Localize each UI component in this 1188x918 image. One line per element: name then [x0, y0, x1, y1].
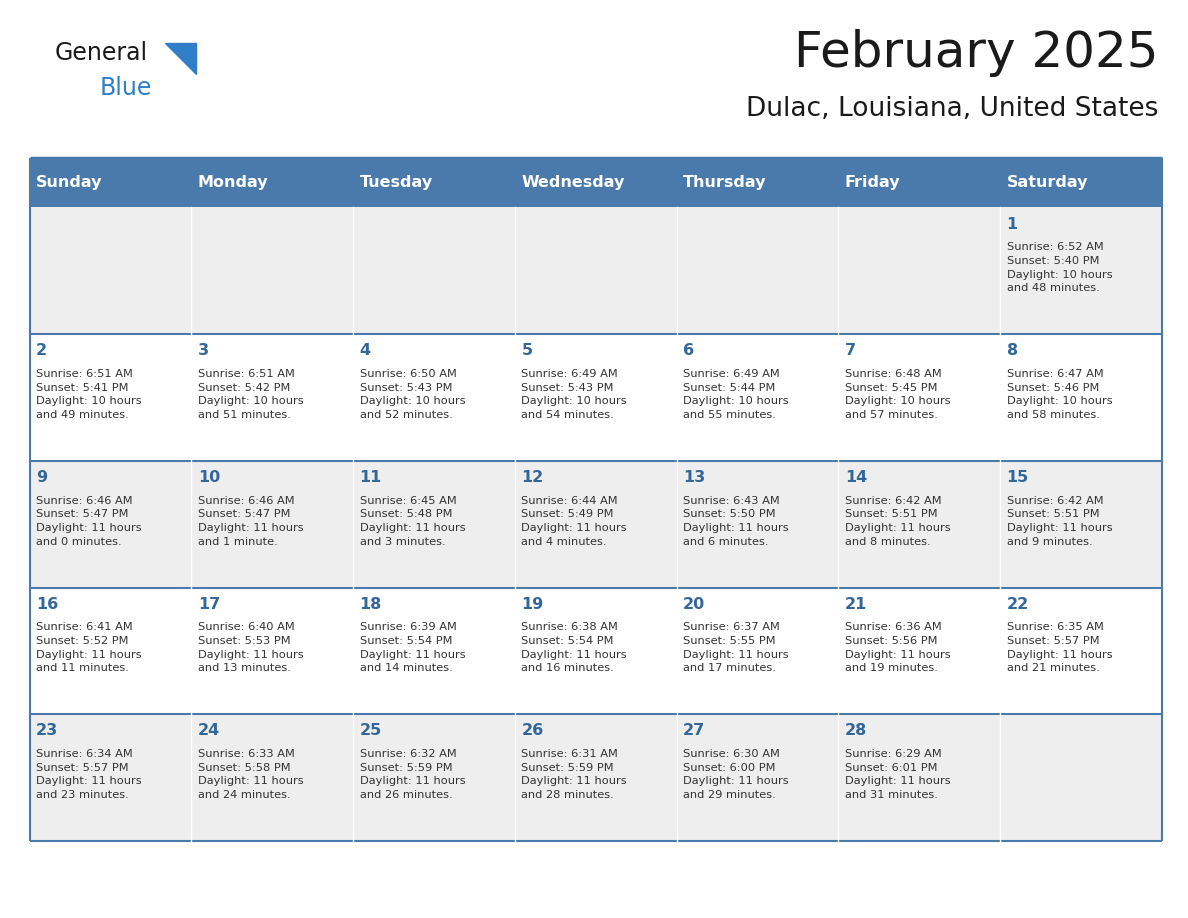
Text: 25: 25 [360, 723, 381, 738]
Text: 8: 8 [1006, 343, 1018, 358]
Text: Sunrise: 6:46 AM
Sunset: 5:47 PM
Daylight: 11 hours
and 1 minute.: Sunrise: 6:46 AM Sunset: 5:47 PM Dayligh… [198, 496, 303, 546]
Text: Sunrise: 6:48 AM
Sunset: 5:45 PM
Daylight: 10 hours
and 57 minutes.: Sunrise: 6:48 AM Sunset: 5:45 PM Dayligh… [845, 369, 950, 420]
Text: 23: 23 [36, 723, 58, 738]
Text: 11: 11 [360, 470, 381, 485]
Bar [30, 334, 1162, 461]
Text: Sunrise: 6:50 AM
Sunset: 5:43 PM
Daylight: 10 hours
and 52 minutes.: Sunrise: 6:50 AM Sunset: 5:43 PM Dayligh… [360, 369, 466, 420]
Text: Sunrise: 6:44 AM
Sunset: 5:49 PM
Daylight: 11 hours
and 4 minutes.: Sunrise: 6:44 AM Sunset: 5:49 PM Dayligh… [522, 496, 627, 546]
Bar [30, 207, 1162, 334]
Text: Sunrise: 6:46 AM
Sunset: 5:47 PM
Daylight: 11 hours
and 0 minutes.: Sunrise: 6:46 AM Sunset: 5:47 PM Dayligh… [36, 496, 141, 546]
Text: February 2025: February 2025 [794, 29, 1158, 77]
Text: Dulac, Louisiana, United States: Dulac, Louisiana, United States [746, 96, 1158, 122]
Text: Sunrise: 6:51 AM
Sunset: 5:42 PM
Daylight: 10 hours
and 51 minutes.: Sunrise: 6:51 AM Sunset: 5:42 PM Dayligh… [198, 369, 303, 420]
Text: Sunrise: 6:43 AM
Sunset: 5:50 PM
Daylight: 11 hours
and 6 minutes.: Sunrise: 6:43 AM Sunset: 5:50 PM Dayligh… [683, 496, 789, 546]
Text: Sunrise: 6:41 AM
Sunset: 5:52 PM
Daylight: 11 hours
and 11 minutes.: Sunrise: 6:41 AM Sunset: 5:52 PM Dayligh… [36, 622, 141, 673]
Text: 27: 27 [683, 723, 706, 738]
Text: 18: 18 [360, 597, 381, 611]
Text: Sunrise: 6:42 AM
Sunset: 5:51 PM
Daylight: 11 hours
and 9 minutes.: Sunrise: 6:42 AM Sunset: 5:51 PM Dayligh… [1006, 496, 1112, 546]
Text: Friday: Friday [845, 175, 901, 190]
Bar [30, 158, 191, 207]
Text: 7: 7 [845, 343, 857, 358]
Text: 24: 24 [198, 723, 220, 738]
Text: Sunrise: 6:45 AM
Sunset: 5:48 PM
Daylight: 11 hours
and 3 minutes.: Sunrise: 6:45 AM Sunset: 5:48 PM Dayligh… [360, 496, 466, 546]
Text: Sunrise: 6:30 AM
Sunset: 6:00 PM
Daylight: 11 hours
and 29 minutes.: Sunrise: 6:30 AM Sunset: 6:00 PM Dayligh… [683, 749, 789, 800]
Text: 5: 5 [522, 343, 532, 358]
Text: 9: 9 [36, 470, 48, 485]
Text: 22: 22 [1006, 597, 1029, 611]
Text: 12: 12 [522, 470, 544, 485]
Text: Sunrise: 6:36 AM
Sunset: 5:56 PM
Daylight: 11 hours
and 19 minutes.: Sunrise: 6:36 AM Sunset: 5:56 PM Dayligh… [845, 622, 950, 673]
Text: 15: 15 [1006, 470, 1029, 485]
Bar [839, 158, 1000, 207]
Text: 6: 6 [683, 343, 694, 358]
Text: 4: 4 [360, 343, 371, 358]
Text: Sunrise: 6:49 AM
Sunset: 5:44 PM
Daylight: 10 hours
and 55 minutes.: Sunrise: 6:49 AM Sunset: 5:44 PM Dayligh… [683, 369, 789, 420]
Bar [1000, 158, 1162, 207]
Text: Blue: Blue [100, 76, 152, 100]
Text: 13: 13 [683, 470, 706, 485]
Text: Sunrise: 6:52 AM
Sunset: 5:40 PM
Daylight: 10 hours
and 48 minutes.: Sunrise: 6:52 AM Sunset: 5:40 PM Dayligh… [1006, 242, 1112, 293]
Text: 14: 14 [845, 470, 867, 485]
Text: Sunrise: 6:32 AM
Sunset: 5:59 PM
Daylight: 11 hours
and 26 minutes.: Sunrise: 6:32 AM Sunset: 5:59 PM Dayligh… [360, 749, 466, 800]
Bar [677, 158, 839, 207]
Text: Sunrise: 6:39 AM
Sunset: 5:54 PM
Daylight: 11 hours
and 14 minutes.: Sunrise: 6:39 AM Sunset: 5:54 PM Dayligh… [360, 622, 466, 673]
Text: Sunrise: 6:34 AM
Sunset: 5:57 PM
Daylight: 11 hours
and 23 minutes.: Sunrise: 6:34 AM Sunset: 5:57 PM Dayligh… [36, 749, 141, 800]
Text: Sunrise: 6:51 AM
Sunset: 5:41 PM
Daylight: 10 hours
and 49 minutes.: Sunrise: 6:51 AM Sunset: 5:41 PM Dayligh… [36, 369, 141, 420]
Text: Sunrise: 6:49 AM
Sunset: 5:43 PM
Daylight: 10 hours
and 54 minutes.: Sunrise: 6:49 AM Sunset: 5:43 PM Dayligh… [522, 369, 627, 420]
Bar [191, 158, 353, 207]
Text: Monday: Monday [198, 175, 268, 190]
Text: 20: 20 [683, 597, 706, 611]
Text: 10: 10 [198, 470, 220, 485]
Text: 19: 19 [522, 597, 544, 611]
Text: Sunrise: 6:33 AM
Sunset: 5:58 PM
Daylight: 11 hours
and 24 minutes.: Sunrise: 6:33 AM Sunset: 5:58 PM Dayligh… [198, 749, 303, 800]
Polygon shape [165, 43, 196, 74]
Text: Tuesday: Tuesday [360, 175, 432, 190]
Text: 1: 1 [1006, 217, 1018, 231]
Text: Sunrise: 6:37 AM
Sunset: 5:55 PM
Daylight: 11 hours
and 17 minutes.: Sunrise: 6:37 AM Sunset: 5:55 PM Dayligh… [683, 622, 789, 673]
Text: Saturday: Saturday [1006, 175, 1088, 190]
Text: Sunrise: 6:29 AM
Sunset: 6:01 PM
Daylight: 11 hours
and 31 minutes.: Sunrise: 6:29 AM Sunset: 6:01 PM Dayligh… [845, 749, 950, 800]
Bar [353, 158, 514, 207]
Text: Sunrise: 6:31 AM
Sunset: 5:59 PM
Daylight: 11 hours
and 28 minutes.: Sunrise: 6:31 AM Sunset: 5:59 PM Dayligh… [522, 749, 627, 800]
Text: Wednesday: Wednesday [522, 175, 625, 190]
Text: Sunrise: 6:35 AM
Sunset: 5:57 PM
Daylight: 11 hours
and 21 minutes.: Sunrise: 6:35 AM Sunset: 5:57 PM Dayligh… [1006, 622, 1112, 673]
Text: Sunrise: 6:47 AM
Sunset: 5:46 PM
Daylight: 10 hours
and 58 minutes.: Sunrise: 6:47 AM Sunset: 5:46 PM Dayligh… [1006, 369, 1112, 420]
Text: Sunrise: 6:38 AM
Sunset: 5:54 PM
Daylight: 11 hours
and 16 minutes.: Sunrise: 6:38 AM Sunset: 5:54 PM Dayligh… [522, 622, 627, 673]
Bar [514, 158, 677, 207]
Text: 26: 26 [522, 723, 544, 738]
Text: 2: 2 [36, 343, 48, 358]
Text: Thursday: Thursday [683, 175, 766, 190]
Text: 3: 3 [198, 343, 209, 358]
Text: 28: 28 [845, 723, 867, 738]
Bar [30, 714, 1162, 841]
Text: 16: 16 [36, 597, 58, 611]
Text: 21: 21 [845, 597, 867, 611]
Text: Sunrise: 6:42 AM
Sunset: 5:51 PM
Daylight: 11 hours
and 8 minutes.: Sunrise: 6:42 AM Sunset: 5:51 PM Dayligh… [845, 496, 950, 546]
Text: General: General [55, 41, 147, 65]
Bar [30, 588, 1162, 714]
Text: 17: 17 [198, 597, 220, 611]
Text: Sunrise: 6:40 AM
Sunset: 5:53 PM
Daylight: 11 hours
and 13 minutes.: Sunrise: 6:40 AM Sunset: 5:53 PM Dayligh… [198, 622, 303, 673]
Text: Sunday: Sunday [36, 175, 102, 190]
Bar [30, 461, 1162, 588]
